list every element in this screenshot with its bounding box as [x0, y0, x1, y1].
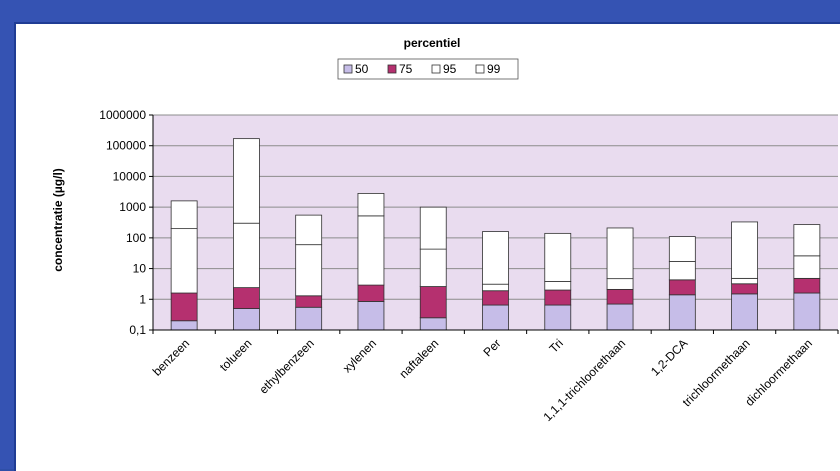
bar-segment	[668, 294, 696, 331]
bar-segment	[419, 286, 447, 319]
bar-segment	[170, 292, 198, 322]
bar-stacks	[170, 138, 821, 331]
bar-segment	[233, 308, 260, 331]
bar-segment	[731, 283, 758, 295]
bar-segment	[295, 244, 323, 297]
legend-swatch	[475, 64, 485, 74]
legend-title: percentiel	[404, 36, 461, 50]
bar-segment	[233, 222, 260, 289]
bar-segment	[295, 295, 323, 308]
bar-segment	[606, 278, 634, 290]
bar-segment	[170, 200, 198, 230]
bar-segment	[606, 288, 634, 305]
x-tick-label: naftaleen	[397, 336, 442, 381]
y-axis: 0,1 1 10 100 1000 10000 100000 1000000	[99, 108, 154, 337]
y-tick-label: 10	[133, 262, 147, 276]
bar-segment	[606, 227, 634, 280]
x-tick-label: xylenen	[340, 336, 379, 375]
x-tick-label: benzeen	[150, 336, 192, 378]
plot-area	[153, 114, 838, 330]
y-tick-label: 1	[139, 292, 146, 306]
bar-segment	[668, 236, 696, 262]
legend-entry: 99	[487, 62, 501, 76]
legend-entry: 95	[443, 62, 457, 76]
legend-entry: 50	[355, 62, 369, 76]
bar-segment	[233, 138, 260, 224]
bar-segment	[668, 279, 696, 296]
bar-segment	[170, 228, 198, 294]
y-tick-label: 100	[126, 231, 146, 245]
bar-segment	[793, 292, 821, 331]
bar-segment	[793, 224, 821, 257]
y-tick-label: 1000000	[99, 108, 146, 122]
bar-segment	[357, 193, 385, 217]
legend-entry: 75	[399, 62, 413, 76]
legend-swatch	[343, 64, 353, 74]
chart-panel: percentiel 50 75 95 99 0,1 1 10 100 1000 10000 10…	[14, 22, 840, 471]
bar-segment	[170, 320, 198, 331]
legend-box	[337, 58, 519, 80]
bar-segment	[357, 301, 385, 331]
x-tick-label: tolueen	[217, 336, 255, 374]
x-tick-label: dichloormethaan	[742, 336, 815, 409]
bar-segment	[419, 248, 447, 287]
bar-segment	[233, 287, 260, 309]
bar-segment	[544, 304, 572, 331]
bar-segment	[544, 281, 572, 291]
stacked-bar-chart: percentiel 50 75 95 99 0,1 1 10 100 1000 10000 10…	[51, 36, 839, 424]
bar-segment	[731, 221, 758, 279]
bar-segment	[482, 231, 509, 285]
y-tick-label: 10000	[113, 169, 147, 183]
bar-segment	[793, 255, 821, 279]
y-axis-label: concentratie (µg/l)	[51, 168, 65, 272]
bar-segment	[295, 214, 323, 246]
bar-segment	[668, 261, 696, 281]
bar-segment	[731, 293, 758, 331]
bar-segment	[482, 304, 509, 331]
y-tick-label: 0,1	[129, 323, 146, 337]
bar-segment	[731, 277, 758, 285]
legend: 50 75 95 99	[337, 58, 519, 80]
y-tick-label: 1000	[119, 200, 146, 214]
bar-segment	[295, 306, 323, 331]
bar-segment	[793, 277, 821, 294]
x-tick-label: Per	[481, 336, 504, 359]
x-axis: benzeen tolueen ethylbenzeen xylenen naftale…	[150, 329, 839, 424]
bar-segment	[419, 206, 447, 250]
legend-swatch	[387, 64, 397, 74]
bar-segment	[482, 290, 509, 306]
legend-swatch	[431, 64, 441, 74]
bar-segment	[357, 284, 385, 302]
y-tick-label: 100000	[106, 139, 146, 153]
bar-segment	[419, 317, 447, 331]
bar-segment	[482, 283, 509, 292]
x-tick-label: ethylbenzeen	[256, 336, 316, 396]
bar-segment	[357, 215, 385, 286]
bar-segment	[544, 232, 572, 282]
bar-segment	[606, 303, 634, 331]
x-tick-label: 1,2-DCA	[648, 336, 690, 378]
x-tick-label: Tri	[546, 336, 565, 355]
bar-segment	[544, 289, 572, 306]
